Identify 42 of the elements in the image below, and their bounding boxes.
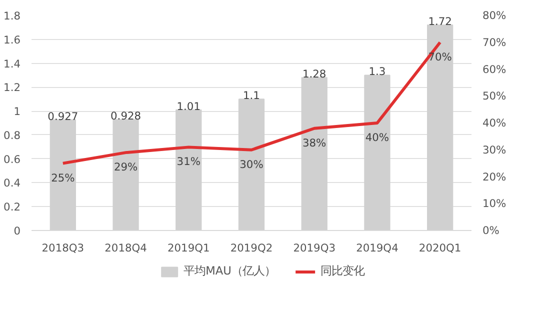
y2-tick-label: 60% bbox=[482, 62, 506, 76]
data-label: 1.72 bbox=[428, 15, 452, 28]
y-tick-label: 0.2 bbox=[4, 200, 21, 214]
data-label: 1.1 bbox=[243, 89, 260, 102]
data-label: 1.01 bbox=[176, 100, 201, 113]
data-label: 70% bbox=[428, 50, 452, 64]
y-tick-label: 1.2 bbox=[4, 81, 21, 94]
y-tick-label: 0.6 bbox=[4, 152, 21, 166]
data-label: 25% bbox=[51, 171, 75, 184]
y2-tick-label: 0% bbox=[482, 224, 500, 237]
data-label: 1.3 bbox=[368, 65, 386, 78]
y2-tick-label: 10% bbox=[482, 197, 506, 210]
x-tick-label: 2018Q3 bbox=[42, 242, 84, 254]
y2-tick-label: 50% bbox=[482, 90, 506, 103]
y-tick-label: 1.6 bbox=[4, 33, 21, 46]
y2-tick-label: 30% bbox=[482, 143, 506, 156]
legend-label: 同比变化 bbox=[320, 264, 364, 278]
y-tick-label: 1.8 bbox=[4, 10, 21, 22]
legend-label: 平均MAU（亿人） bbox=[184, 264, 276, 278]
data-label: 0.927 bbox=[48, 110, 78, 123]
x-tick-label: 2019Q1 bbox=[168, 242, 210, 254]
data-label: 40% bbox=[365, 131, 390, 144]
data-label: 29% bbox=[114, 160, 138, 174]
x-tick-label: 2018Q4 bbox=[104, 242, 148, 254]
y2-tick-label: 70% bbox=[482, 36, 506, 49]
x-tick-label: 2020Q1 bbox=[418, 242, 462, 254]
x-tick-label: 2019Q4 bbox=[356, 242, 399, 254]
x-tick-label: 2019Q3 bbox=[293, 242, 336, 254]
y-tick-label: 0 bbox=[14, 224, 21, 238]
data-label: 0.928 bbox=[110, 110, 142, 123]
y-tick-label: 0.8 bbox=[4, 128, 21, 142]
y2-tick-label: 40% bbox=[482, 116, 506, 130]
y-tick-label: 1 bbox=[14, 105, 20, 118]
data-label: 1.28 bbox=[302, 68, 326, 81]
x-tick-label: 2019Q2 bbox=[230, 242, 273, 254]
y-tick-label: 1.4 bbox=[4, 57, 21, 70]
data-label: 38% bbox=[302, 136, 326, 150]
y2-tick-label: 20% bbox=[482, 170, 506, 184]
y-tick-label: 0.4 bbox=[4, 176, 21, 190]
data-label: 30% bbox=[240, 158, 264, 171]
data-label: 31% bbox=[176, 155, 200, 168]
y2-tick-label: 80% bbox=[482, 9, 506, 22]
